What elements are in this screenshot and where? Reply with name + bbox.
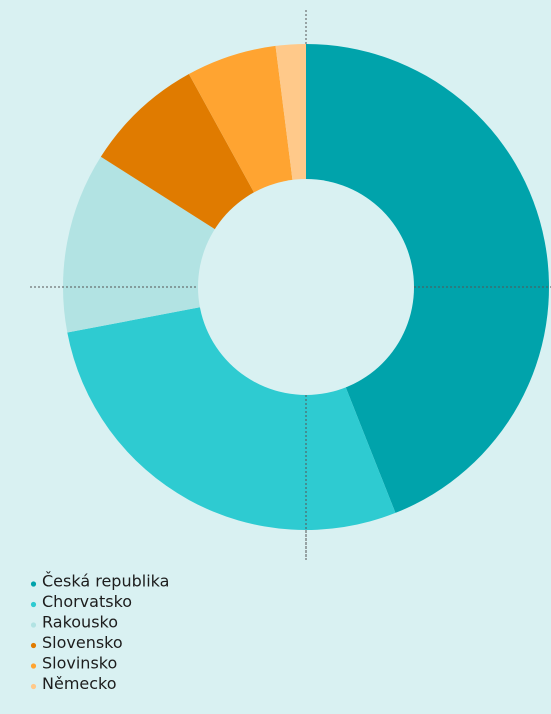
legend-marker: [30, 683, 37, 690]
legend-marker: [30, 622, 37, 628]
slices: [63, 44, 549, 530]
donut-hole: [198, 179, 414, 395]
slice: [306, 44, 549, 513]
legend-marker: [30, 663, 37, 669]
legend-label: Německo: [42, 674, 117, 693]
legend-marker: [30, 642, 37, 649]
legend-label: Česká republika: [42, 572, 169, 591]
legend-label: Chorvatsko: [42, 592, 132, 611]
legend-marker: [30, 581, 37, 587]
legend-label: Rakousko: [42, 613, 118, 632]
legend-label: Slovinsko: [42, 654, 117, 673]
legend-marker: [30, 601, 37, 608]
legend-label: Slovensko: [42, 633, 123, 652]
